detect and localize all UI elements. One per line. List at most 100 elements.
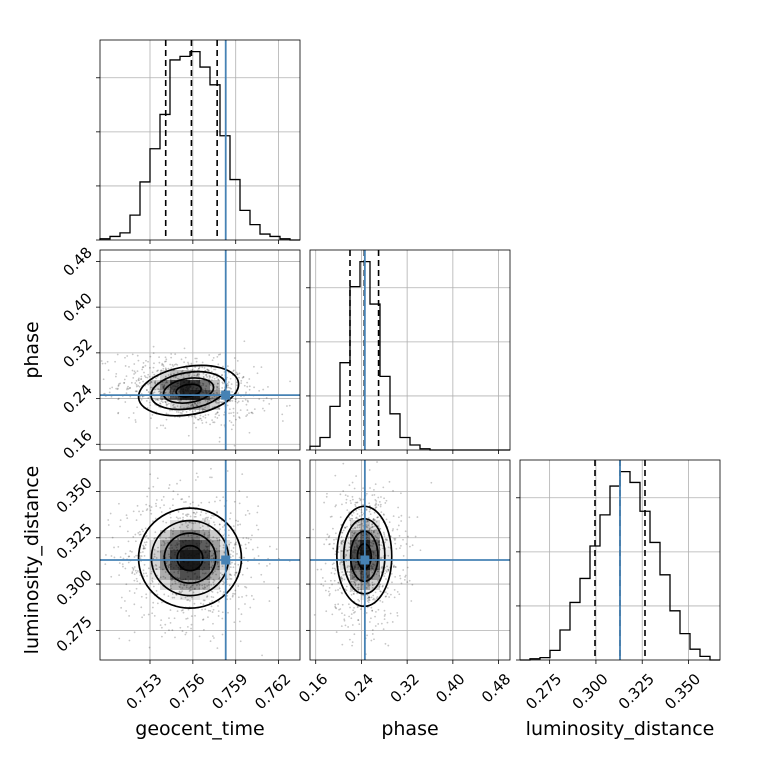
- sample-point: [119, 556, 122, 559]
- sample-point: [258, 562, 260, 565]
- sample-point: [187, 372, 190, 375]
- sample-point: [202, 599, 205, 602]
- panel-frame: [99, 459, 301, 661]
- sample-point: [219, 590, 222, 593]
- sample-point: [262, 399, 265, 402]
- sample-point: [169, 609, 172, 611]
- sample-point: [386, 587, 389, 589]
- x-tick-label: 0.756: [166, 670, 209, 713]
- sample-point: [151, 570, 153, 573]
- sample-point: [124, 552, 127, 555]
- sample-point: [209, 610, 212, 612]
- sample-point: [220, 424, 223, 426]
- sample-point: [177, 538, 180, 541]
- sample-point: [232, 424, 235, 427]
- sample-point: [396, 528, 399, 531]
- sample-point: [230, 387, 232, 390]
- sample-point: [212, 608, 215, 611]
- sample-point: [331, 563, 334, 566]
- sample-point: [354, 531, 356, 534]
- sample-point: [122, 565, 124, 568]
- sample-point: [221, 565, 224, 568]
- sample-point: [374, 615, 376, 618]
- sample-point: [164, 571, 167, 573]
- sample-point: [387, 568, 390, 571]
- sample-point: [115, 372, 118, 375]
- sample-point: [357, 583, 360, 586]
- sample-point: [114, 375, 117, 378]
- sample-point: [156, 398, 159, 401]
- sample-point: [134, 419, 137, 421]
- sample-point: [222, 365, 224, 368]
- sample-point: [218, 577, 220, 580]
- sample-point: [195, 404, 198, 407]
- sample-point: [368, 510, 371, 513]
- sample-point: [368, 502, 371, 505]
- sample-point: [140, 606, 143, 609]
- density-cell: [170, 550, 180, 560]
- sample-point: [182, 611, 185, 614]
- density-cell: [180, 400, 190, 410]
- sample-point: [165, 381, 168, 384]
- sample-point: [379, 590, 382, 593]
- sample-point: [157, 399, 160, 401]
- sample-point: [203, 366, 206, 369]
- sample-point: [110, 555, 113, 557]
- sample-point: [397, 506, 400, 509]
- sample-point: [221, 387, 224, 389]
- sample-point: [183, 347, 186, 350]
- sample-point: [337, 603, 340, 606]
- sample-point: [167, 396, 170, 398]
- sample-point: [212, 557, 215, 560]
- sample-point: [240, 613, 243, 616]
- sample-point: [135, 390, 138, 393]
- sample-point: [171, 504, 174, 507]
- sample-point: [340, 591, 343, 594]
- sample-point: [385, 499, 388, 502]
- sample-point: [139, 557, 142, 560]
- sample-point: [382, 556, 385, 559]
- sample-point: [375, 502, 377, 505]
- sample-point: [403, 579, 406, 581]
- y-tick-label: 0.300: [53, 566, 96, 609]
- sample-point: [338, 545, 340, 548]
- sample-point: [232, 370, 235, 373]
- density-cell: [180, 530, 190, 540]
- sample-point: [359, 523, 362, 526]
- sample-point: [234, 542, 237, 545]
- sample-point: [227, 386, 230, 389]
- sample-point: [189, 369, 192, 372]
- sample-point: [369, 526, 372, 529]
- sample-point: [353, 581, 356, 584]
- sample-point: [228, 408, 231, 411]
- sample-point: [210, 584, 212, 586]
- sample-point: [208, 533, 211, 536]
- sample-point: [231, 595, 234, 598]
- sample-point: [205, 516, 208, 519]
- sample-point: [243, 340, 246, 343]
- sample-point: [345, 554, 348, 557]
- sample-point: [85, 566, 87, 568]
- sample-point: [372, 517, 375, 520]
- sample-point: [126, 530, 129, 533]
- sample-point: [217, 353, 220, 356]
- sample-point: [351, 577, 354, 580]
- sample-point: [167, 566, 170, 569]
- sample-point: [340, 524, 343, 526]
- sample-point: [351, 641, 354, 644]
- sample-point: [354, 503, 357, 506]
- sample-point: [107, 524, 110, 526]
- sample-point: [231, 561, 233, 564]
- sample-point: [137, 378, 140, 381]
- sample-point: [152, 585, 155, 588]
- sample-point: [142, 569, 145, 572]
- sample-point: [151, 392, 154, 394]
- sample-point: [192, 522, 195, 525]
- sample-point: [384, 541, 386, 544]
- sample-point: [184, 633, 187, 636]
- sample-point: [172, 403, 175, 406]
- sample-point: [328, 535, 331, 537]
- sample-point: [147, 487, 150, 490]
- sample-point: [138, 510, 140, 513]
- sample-point: [189, 502, 192, 505]
